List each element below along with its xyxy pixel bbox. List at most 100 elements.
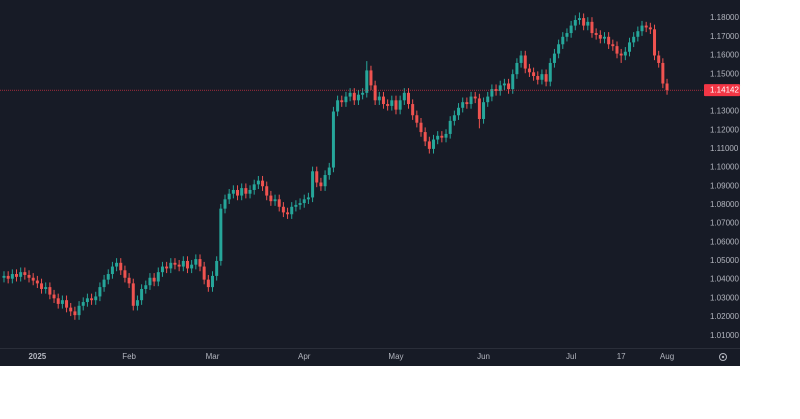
x-tick-label: 17 [617, 352, 626, 361]
candle-body [623, 51, 627, 56]
candle-body [448, 120, 452, 134]
candle-body [69, 307, 73, 312]
y-tick-label: 1.12000 [710, 125, 739, 134]
candle-body [586, 21, 590, 26]
candle-body [515, 62, 519, 75]
last-price-label: 1.14142 [710, 85, 739, 94]
candle-body [256, 180, 260, 185]
x-tick-label: May [388, 352, 403, 361]
x-tick-label: Jun [477, 352, 490, 361]
candle-body [331, 111, 335, 168]
candle-body [573, 19, 577, 26]
candle-body [169, 262, 173, 269]
y-tick-label: 1.08000 [710, 200, 739, 209]
candle-body [327, 167, 331, 176]
candle-body [394, 100, 398, 110]
candle-body [244, 188, 248, 194]
y-tick-label: 1.18000 [710, 13, 739, 22]
candle-body [352, 92, 356, 101]
candle-body [177, 264, 181, 267]
candle-body [519, 55, 523, 63]
y-tick-label: 1.03000 [710, 293, 739, 302]
candle-body [298, 203, 302, 205]
candle-body [248, 189, 252, 194]
candle-body [223, 199, 227, 209]
candle-body [219, 208, 223, 261]
candle-body [406, 92, 410, 105]
candle-body [227, 193, 231, 200]
candle-body [181, 260, 185, 267]
candle-body [135, 300, 139, 306]
candle-body [527, 68, 531, 73]
candle-body [273, 199, 277, 202]
candle-body [390, 100, 394, 106]
candle-body [594, 33, 598, 35]
candle-body [628, 42, 631, 52]
settings-icon[interactable] [719, 353, 727, 361]
candle-body [577, 18, 581, 20]
candle-body [198, 259, 202, 267]
candle-body [536, 76, 540, 80]
candle-body [611, 44, 615, 47]
candle-body [2, 275, 6, 278]
candle-body [473, 96, 477, 99]
candle-body [602, 36, 606, 39]
candle-body [77, 305, 81, 316]
candle-body [561, 36, 565, 45]
candle-body [85, 298, 89, 303]
candle-body [156, 272, 160, 282]
candle-body [52, 294, 56, 299]
candle-body [402, 92, 406, 101]
candle-body [423, 132, 427, 142]
candle-body [607, 36, 611, 45]
candle-body [81, 302, 85, 306]
candle-body [452, 115, 456, 121]
candle-body [661, 62, 665, 84]
x-tick-label: Apr [298, 352, 311, 361]
candle-body [15, 274, 19, 277]
candle-body [290, 206, 294, 215]
candle-body [648, 27, 652, 30]
candle-body [373, 85, 377, 101]
last-price-box [704, 84, 740, 97]
candle-body [415, 115, 419, 123]
x-tick-label: Mar [206, 352, 220, 361]
candle-body [540, 74, 544, 80]
candle-body [48, 287, 52, 295]
candle-body [598, 34, 602, 39]
candle-body [532, 72, 536, 77]
candle-body [106, 274, 110, 280]
candle-body [323, 175, 327, 187]
candle-body [444, 133, 448, 138]
candle-body [194, 259, 198, 265]
candle-body [657, 55, 661, 63]
candle-body [215, 260, 219, 276]
candle-body [315, 171, 319, 183]
candle-body [636, 31, 640, 37]
candle-body [269, 195, 273, 202]
candle-body [261, 180, 265, 187]
candle-body [632, 36, 636, 43]
candle-body [286, 212, 290, 215]
candle-body [144, 285, 148, 289]
candle-body [65, 300, 69, 308]
candle-body [173, 262, 177, 265]
candle-body [131, 283, 135, 306]
candle-body [148, 277, 152, 286]
candle-body [548, 62, 552, 82]
chart-background [0, 0, 740, 366]
candle-body [419, 122, 423, 133]
candle-body [507, 83, 511, 90]
x-tick-label: 2025 [28, 352, 46, 361]
candle-body [202, 266, 206, 280]
candle-body [336, 100, 340, 112]
candle-body [565, 33, 569, 37]
candle-body [236, 189, 240, 196]
candle-body [377, 96, 381, 101]
candle-body [277, 199, 281, 207]
candle-body [119, 262, 123, 271]
candle-body [557, 44, 561, 54]
candle-body [615, 46, 619, 54]
candle-body [361, 92, 365, 95]
candle-body [469, 96, 473, 105]
